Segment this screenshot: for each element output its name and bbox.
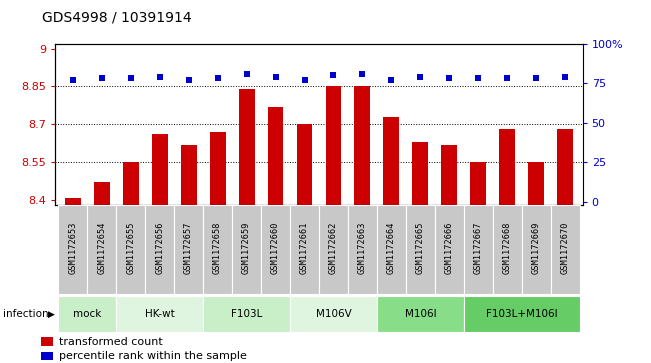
Text: percentile rank within the sample: percentile rank within the sample (59, 351, 247, 361)
Text: GSM1172662: GSM1172662 (329, 221, 338, 274)
Point (126, 76, 136, 81)
Point (299, 77, 310, 83)
Point (415, 74, 426, 80)
Point (560, 74, 570, 80)
Text: transformed count: transformed count (59, 337, 163, 347)
Bar (464, 205, 493, 294)
Bar (58, 205, 87, 294)
Bar (122, 162, 139, 205)
Bar (180, 144, 197, 205)
Bar (145, 205, 174, 294)
Bar (58, 296, 116, 332)
Point (473, 76, 484, 81)
Bar (297, 125, 312, 205)
Bar (64, 197, 81, 205)
Text: GSM1172656: GSM1172656 (155, 221, 164, 274)
Bar (116, 296, 203, 332)
Text: GSM1172654: GSM1172654 (97, 221, 106, 274)
Text: GSM1172667: GSM1172667 (474, 221, 483, 274)
Bar (326, 86, 341, 205)
Bar (174, 205, 203, 294)
Bar (238, 89, 255, 205)
Bar (551, 205, 580, 294)
Bar (203, 205, 232, 294)
Text: F103L: F103L (231, 309, 262, 319)
Bar (557, 129, 574, 205)
Point (502, 76, 512, 81)
Text: GSM1172660: GSM1172660 (271, 221, 280, 274)
Text: GSM1172659: GSM1172659 (242, 221, 251, 274)
Bar (232, 205, 261, 294)
Point (357, 71, 368, 77)
Bar (435, 205, 464, 294)
Text: HK-wt: HK-wt (145, 309, 174, 319)
Bar (210, 132, 225, 205)
Bar (383, 117, 400, 205)
Bar (464, 296, 580, 332)
Text: GSM1172661: GSM1172661 (300, 221, 309, 274)
Text: mock: mock (73, 309, 102, 319)
Point (444, 76, 454, 81)
Bar (87, 205, 116, 294)
Text: M106V: M106V (316, 309, 352, 319)
Point (242, 71, 252, 77)
Text: GSM1172670: GSM1172670 (561, 221, 570, 274)
Bar (355, 86, 370, 205)
Bar (522, 205, 551, 294)
Point (184, 77, 194, 83)
Text: GSM1172657: GSM1172657 (184, 221, 193, 274)
Text: GSM1172665: GSM1172665 (416, 221, 425, 274)
Bar (348, 205, 377, 294)
Bar (268, 107, 283, 205)
Point (68, 77, 78, 83)
Bar (377, 296, 464, 332)
Text: GSM1172663: GSM1172663 (358, 221, 367, 274)
Bar (413, 142, 428, 205)
Point (531, 76, 542, 81)
Bar (529, 162, 544, 205)
Bar (441, 144, 458, 205)
Bar (290, 296, 377, 332)
Point (212, 76, 223, 81)
Point (96, 76, 107, 81)
Text: GDS4998 / 10391914: GDS4998 / 10391914 (42, 11, 192, 25)
Point (154, 74, 165, 80)
Bar (41, 352, 53, 360)
Text: GSM1172664: GSM1172664 (387, 221, 396, 274)
Bar (261, 205, 290, 294)
Bar (41, 337, 53, 346)
Text: F103L+M106I: F103L+M106I (486, 309, 558, 319)
Text: ▶: ▶ (48, 310, 55, 318)
Text: infection: infection (3, 309, 49, 319)
Bar (471, 162, 486, 205)
Text: M106I: M106I (404, 309, 436, 319)
Text: GSM1172653: GSM1172653 (68, 221, 77, 274)
Point (386, 77, 396, 83)
Bar (203, 296, 290, 332)
Bar (116, 205, 145, 294)
Text: GSM1172669: GSM1172669 (532, 221, 541, 274)
Bar (406, 205, 435, 294)
Text: GSM1172658: GSM1172658 (213, 221, 222, 274)
Bar (152, 134, 167, 205)
Bar (377, 205, 406, 294)
Bar (290, 205, 319, 294)
Bar (499, 129, 516, 205)
Text: GSM1172666: GSM1172666 (445, 221, 454, 274)
Text: GSM1172668: GSM1172668 (503, 221, 512, 274)
Point (328, 72, 339, 78)
Bar (493, 205, 522, 294)
Text: GSM1172655: GSM1172655 (126, 221, 135, 274)
Bar (319, 205, 348, 294)
Point (270, 74, 281, 80)
Bar (94, 182, 109, 205)
